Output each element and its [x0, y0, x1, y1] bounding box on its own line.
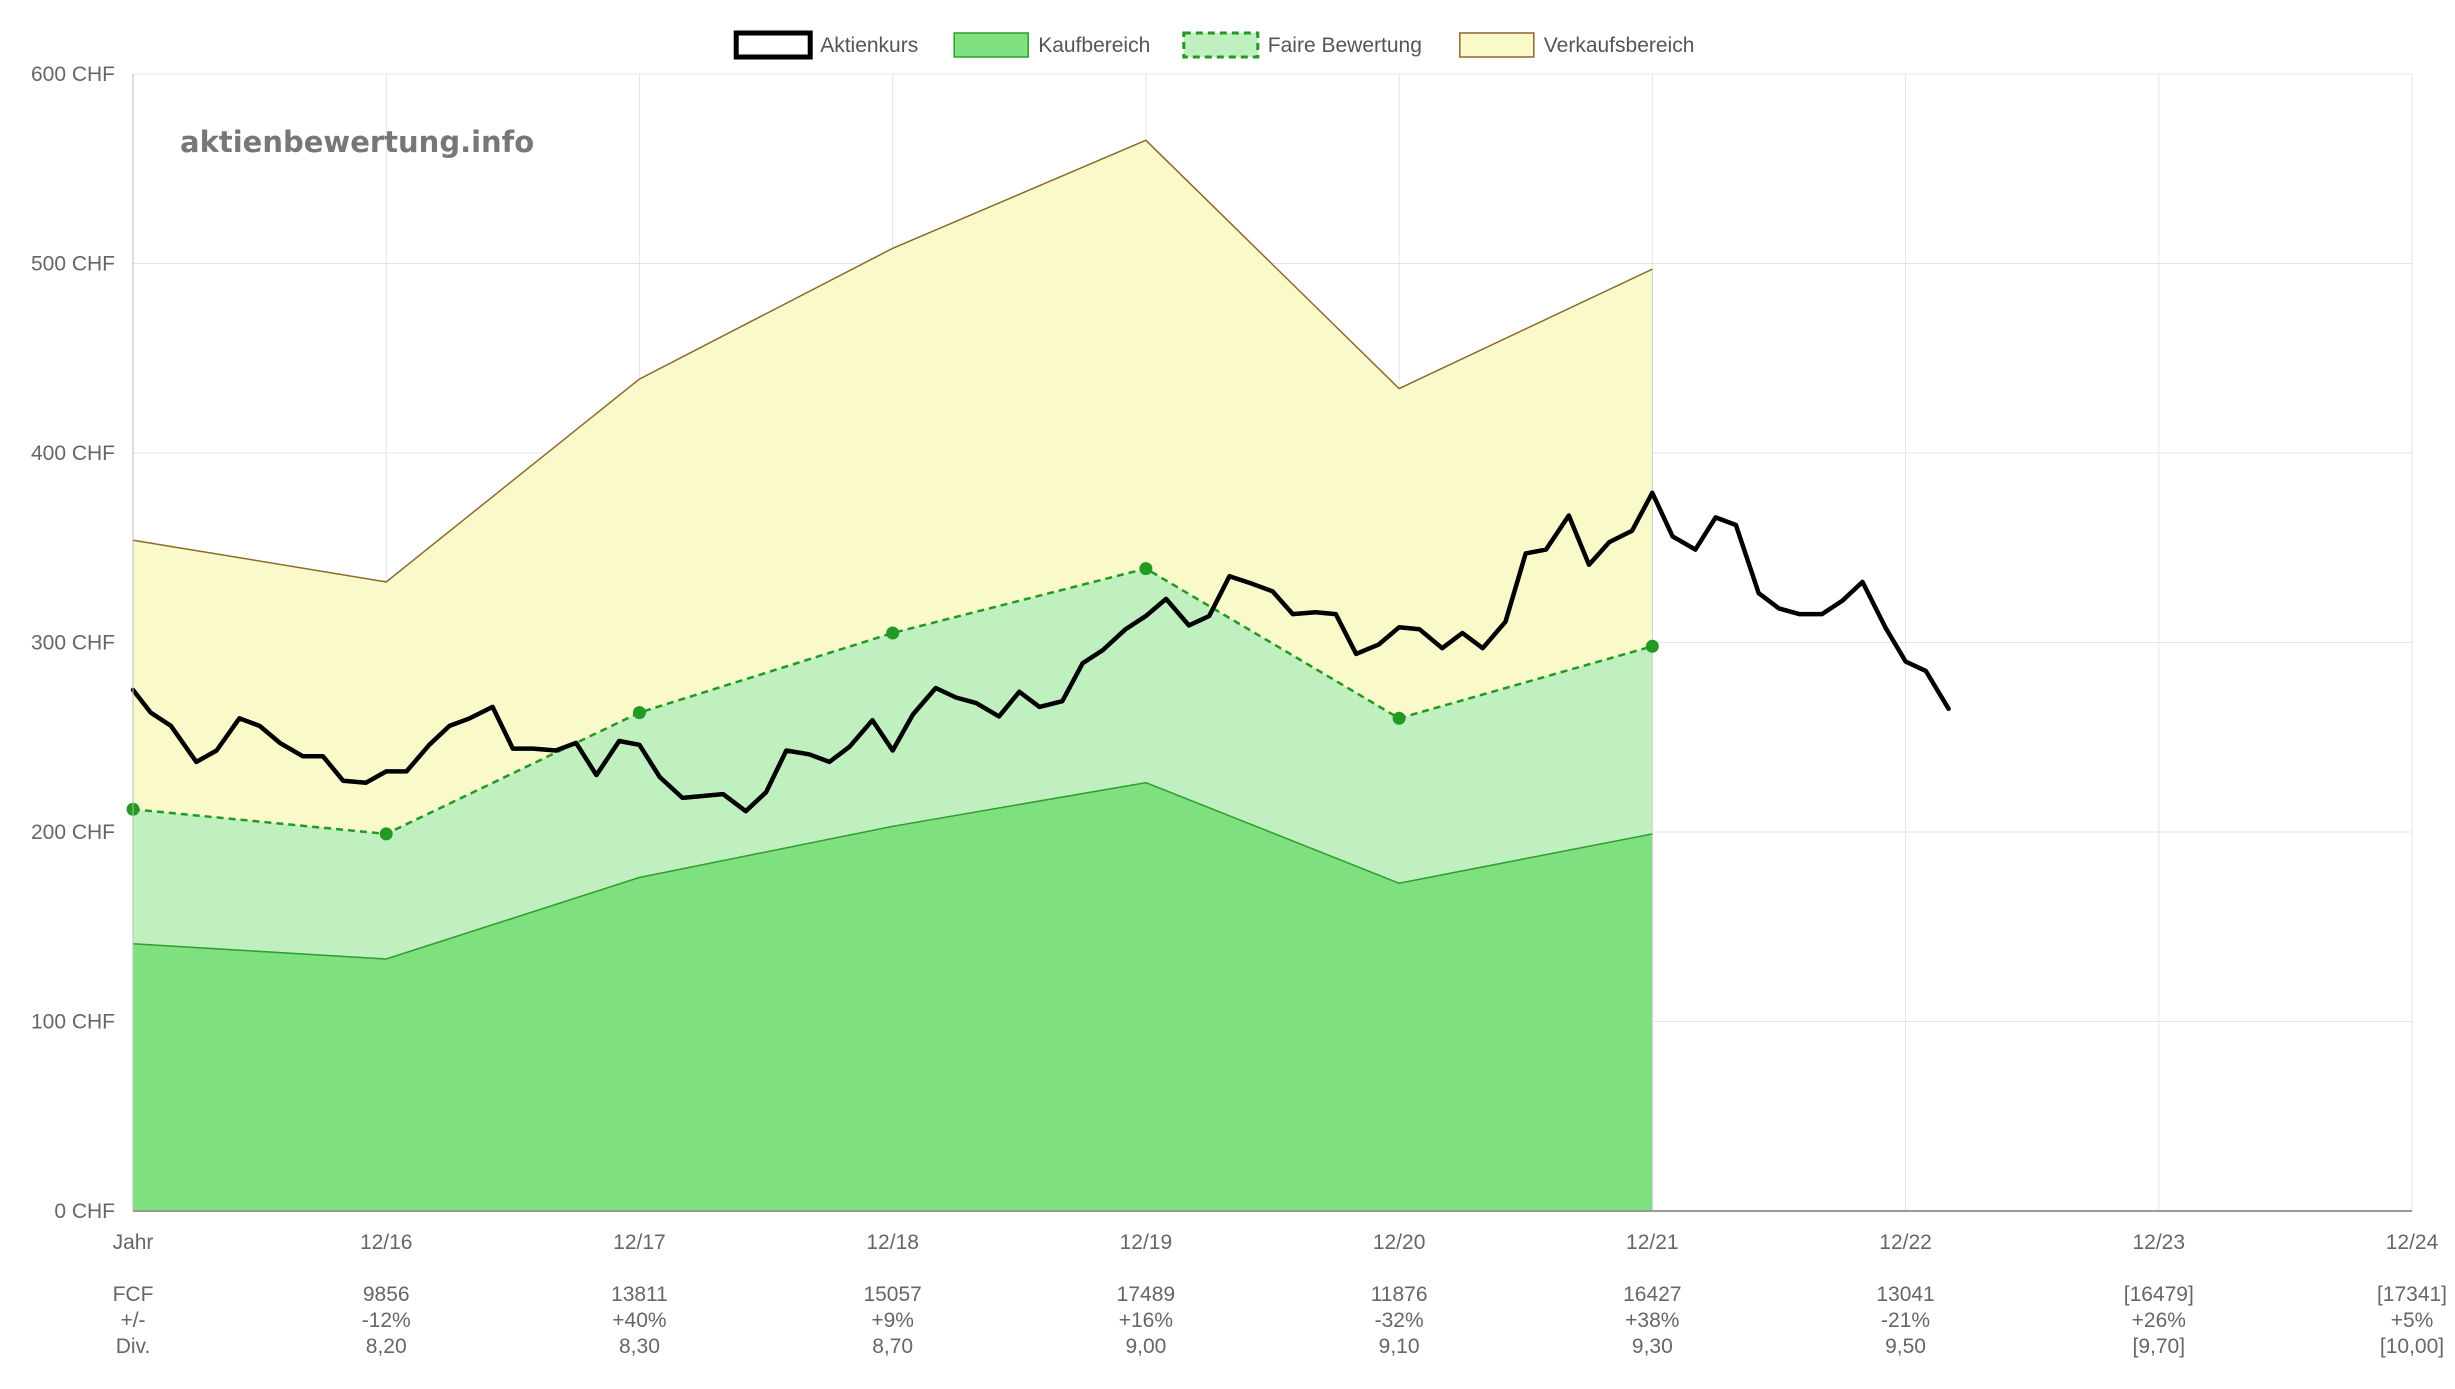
table-row-label: Div.: [116, 1335, 151, 1358]
legend: Aktienkurs Kaufbereich Faire Bewertung Verk…: [733, 30, 1695, 60]
kaufbereich-line: [132, 781, 1653, 960]
x-tick-label: 12/22: [1879, 1231, 1932, 1254]
table-row-label: FCF: [113, 1283, 154, 1306]
area-series: [133, 140, 1653, 1211]
data-table: FCF 9856 13811 15057 17489 11876 16427 13041 [16…: [113, 1283, 2447, 1358]
table-row-label: +/-: [120, 1309, 145, 1332]
table-cell: 8,30: [619, 1335, 660, 1358]
table-cell: +40%: [612, 1309, 666, 1332]
x-tick-label: 12/19: [1120, 1231, 1173, 1254]
table-cell: +5%: [2391, 1309, 2434, 1332]
x-tick-label: 12/24: [2386, 1231, 2439, 1254]
y-tick-label: 0 CHF: [54, 1200, 115, 1223]
faire-bewertung-point: [379, 827, 393, 841]
aktienkurs-line: [130, 490, 1951, 814]
table-cell: -21%: [1881, 1309, 1930, 1332]
table-cell: 9856: [363, 1283, 410, 1306]
table-cell: 15057: [863, 1283, 921, 1306]
y-tick-label: 300 CHF: [31, 632, 115, 655]
y-tick-label: 500 CHF: [31, 253, 115, 276]
faire-bewertung-point: [1645, 639, 1659, 653]
table-cell: [17341]: [2377, 1283, 2447, 1306]
fair-value-points: [126, 562, 1659, 841]
legend-label: Verkaufsbereich: [1544, 34, 1695, 57]
table-cell: -12%: [362, 1309, 411, 1332]
x-tick-label: 12/21: [1626, 1231, 1679, 1254]
faire-bewertung-point: [632, 706, 646, 720]
table-cell: +38%: [1625, 1309, 1679, 1332]
faire-bewertung-point: [1392, 711, 1406, 725]
x-tick-label: 12/20: [1373, 1231, 1426, 1254]
table-cell: +16%: [1119, 1309, 1173, 1332]
y-tick-label: 100 CHF: [31, 1011, 115, 1034]
table-cell: 11876: [1371, 1283, 1428, 1306]
verkaufsbereich-area: [133, 140, 1653, 834]
watermark-text: aktienbewertung.info: [180, 125, 534, 159]
y-axis-ticks: 0 CHF 100 CHF 200 CHF 300 CHF 400 CHF 500 CHF…: [31, 63, 115, 1223]
table-cell: 9,10: [1379, 1335, 1420, 1358]
table-cell: 8,20: [366, 1335, 407, 1358]
table-cell: 17489: [1117, 1283, 1175, 1306]
table-cell: [9,70]: [2133, 1335, 2186, 1358]
x-tick-label: 12/23: [2132, 1231, 2185, 1254]
axes: [132, 74, 2412, 1212]
table-cell: [16479]: [2124, 1283, 2194, 1306]
table-cell: +26%: [2132, 1309, 2186, 1332]
x-axis-ticks: Jahr 12/16 12/17 12/18 12/19 12/20 12/21 12/22 1…: [113, 1231, 2439, 1254]
table-cell: 16427: [1623, 1283, 1681, 1306]
table-cell: 9,50: [1885, 1335, 1926, 1358]
table-cell: 13811: [611, 1283, 668, 1306]
table-cell: 9,00: [1125, 1335, 1166, 1358]
legend-swatch: [953, 32, 1029, 58]
y-tick-label: 400 CHF: [31, 442, 115, 465]
x-tick-label: Jahr: [113, 1231, 154, 1254]
y-tick-label: 600 CHF: [31, 63, 115, 86]
x-tick-label: 12/17: [613, 1231, 666, 1254]
table-cell: 8,70: [872, 1335, 913, 1358]
table-cell: 9,30: [1632, 1335, 1673, 1358]
verkaufsbereich-line: [132, 139, 1653, 583]
table-cell: -32%: [1375, 1309, 1424, 1332]
legend-label: Faire Bewertung: [1268, 34, 1422, 57]
faire-bewertung-area: [133, 568, 1653, 959]
legend-swatch: [1459, 32, 1535, 58]
table-cell: [10,00]: [2380, 1335, 2444, 1358]
table-cell: 13041: [1876, 1283, 1934, 1306]
table-cell: +9%: [871, 1309, 914, 1332]
faire-bewertung-point: [886, 626, 900, 640]
y-tick-label: 200 CHF: [31, 821, 115, 844]
x-tick-label: 12/18: [866, 1231, 919, 1254]
legend-swatch: [1182, 31, 1260, 59]
x-tick-label: 12/16: [360, 1231, 413, 1254]
legend-swatch: [733, 30, 813, 60]
legend-label: Aktienkurs: [820, 34, 918, 57]
faire-bewertung-point: [1139, 562, 1153, 576]
legend-label: Kaufbereich: [1038, 34, 1150, 57]
kaufbereich-area: [133, 782, 1653, 1211]
